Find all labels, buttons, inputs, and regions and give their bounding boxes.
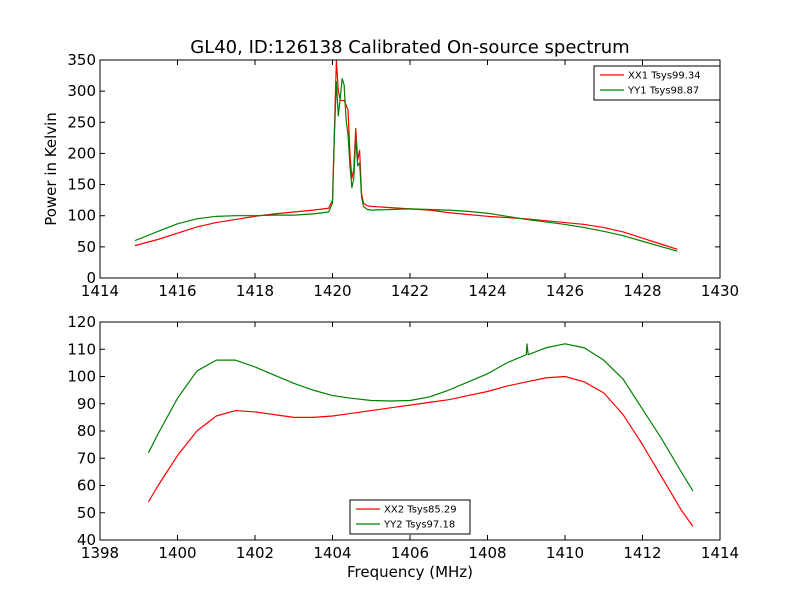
- x-tick-label: 1414: [701, 544, 739, 562]
- x-tick-label: 1428: [623, 282, 661, 300]
- x-tick-label: 1422: [391, 282, 429, 300]
- x-tick-label: 1410: [546, 544, 584, 562]
- series-line-2-1: [147, 375, 694, 527]
- y-axis-label: Power in Kelvin: [42, 112, 60, 226]
- series-line-2-2: [147, 343, 694, 492]
- x-tick-label: 1406: [391, 544, 429, 562]
- y-tick-label: 50: [77, 504, 96, 522]
- y-tick-label: 100: [67, 207, 96, 225]
- y-tick-label: 0: [86, 269, 96, 287]
- legend-box: [593, 65, 721, 101]
- legend: XX1 Tsys99.34 YY1 Tsys98.87: [593, 65, 721, 101]
- y-tick-label: 250: [67, 113, 96, 131]
- y-tick-label: 60: [77, 477, 96, 495]
- y-tick-label: 150: [67, 176, 96, 194]
- y-tick-label: 70: [77, 449, 96, 467]
- y-tick-label: 350: [67, 51, 96, 69]
- y-tick-label: 100: [67, 368, 96, 386]
- y-tick-label: 300: [67, 82, 96, 100]
- series-line-1-2: [134, 78, 678, 252]
- x-tick-label: 1416: [158, 282, 196, 300]
- y-tick-label: 200: [67, 144, 96, 162]
- x-tick-label: 1430: [701, 282, 739, 300]
- y-tick-label: 80: [77, 422, 96, 440]
- y-tick-label: 90: [77, 395, 96, 413]
- x-tick-label: 1418: [236, 282, 274, 300]
- chart-title: GL40, ID:126138 Calibrated On-source spe…: [190, 37, 629, 58]
- legend-entry: XX1 Tsys99.34: [628, 71, 701, 82]
- legend: XX2 Tsys85.29 YY2 Tsys97.18: [349, 499, 471, 535]
- y-tick-label: 120: [67, 313, 96, 331]
- y-tick-label: 110: [67, 340, 96, 358]
- x-tick-label: 1404: [313, 544, 351, 562]
- x-tick-label: 1420: [313, 282, 351, 300]
- top-spectrum-panel: 1414 1416 1418 1420 1422 1424 1426 1428 1430 0 50 1…: [42, 51, 739, 300]
- x-tick-label: 1426: [546, 282, 584, 300]
- legend-entry: YY1 Tsys98.87: [627, 86, 699, 97]
- x-tick-label: 1402: [236, 544, 274, 562]
- x-tick-label: 1398: [81, 544, 119, 562]
- x-tick-label: 1412: [623, 544, 661, 562]
- legend-box: [349, 499, 471, 535]
- x-tick-label: 1414: [81, 282, 119, 300]
- x-tick-label: 1408: [468, 544, 506, 562]
- legend-entry: XX2 Tsys85.29: [384, 505, 457, 516]
- x-tick-label: 1400: [158, 544, 196, 562]
- x-axis-label: Frequency (MHz): [347, 563, 473, 581]
- y-tick-label: 40: [77, 531, 96, 549]
- bottom-spectrum-panel: 1398 1400 1402 1404 1406 1408 1410 1412 1414 40 50…: [67, 313, 739, 581]
- y-tick-label: 50: [77, 238, 96, 256]
- x-tick-label: 1424: [468, 282, 506, 300]
- legend-entry: YY2 Tsys97.18: [383, 520, 455, 531]
